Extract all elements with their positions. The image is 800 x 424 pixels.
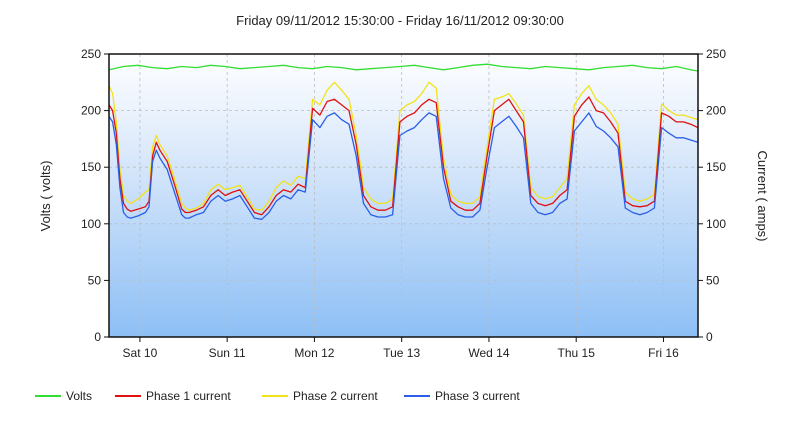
legend: Volts Phase 1 current Phase 2 current Phase… [35,389,520,403]
y-left-tick-label: 250 [81,47,101,61]
plot-area [109,54,698,337]
y-right-tick-label: 100 [706,217,726,231]
series-line-phase-2-current [109,81,698,211]
legend-label: Volts [66,389,92,403]
x-tick-label: Sat 10 [123,346,158,360]
plot-frame [108,53,699,338]
y-axis-left: 0 50 100 150 200 250 [81,47,109,344]
series-line-phase-1-current [109,96,698,216]
series-line-phase-3-current [109,112,698,220]
legend-label: Phase 3 current [435,389,520,403]
chart-title: Friday 09/11/2012 15:30:00 - Friday 16/1… [236,13,564,28]
y-right-tick-label: 250 [706,47,726,61]
x-axis: Sat 10 Sun 11 Mon 12 Tue 13 Wed 14 Thu 15 Fri … [123,337,679,360]
legend-label: Phase 1 current [146,389,231,403]
series-group [109,63,698,220]
y-left-tick-label: 50 [88,273,102,287]
y-left-tick-label: 150 [81,160,101,174]
x-tick-label: Wed 14 [468,346,509,360]
y-left-tick-label: 100 [81,217,101,231]
y-axis-right: 0 50 100 150 200 250 [698,47,726,344]
y-right-tick-label: 50 [706,273,720,287]
x-tick-label: Sun 11 [209,346,246,360]
y-left-tick-label: 0 [94,330,101,344]
grid [109,54,698,337]
y-right-tick-label: 0 [706,330,713,344]
y-axis-left-label: Volts ( volts) [38,161,53,232]
y-axis-right-label: Current ( amps) [755,150,770,241]
x-tick-label: Mon 12 [294,346,334,360]
series-line-volts [109,63,698,72]
y-left-tick-label: 200 [81,104,101,118]
y-right-tick-label: 200 [706,104,726,118]
legend-label: Phase 2 current [293,389,378,403]
x-tick-label: Tue 13 [383,346,420,360]
y-right-tick-label: 150 [706,160,726,174]
x-tick-label: Thu 15 [558,346,596,360]
x-tick-label: Fri 16 [648,346,679,360]
